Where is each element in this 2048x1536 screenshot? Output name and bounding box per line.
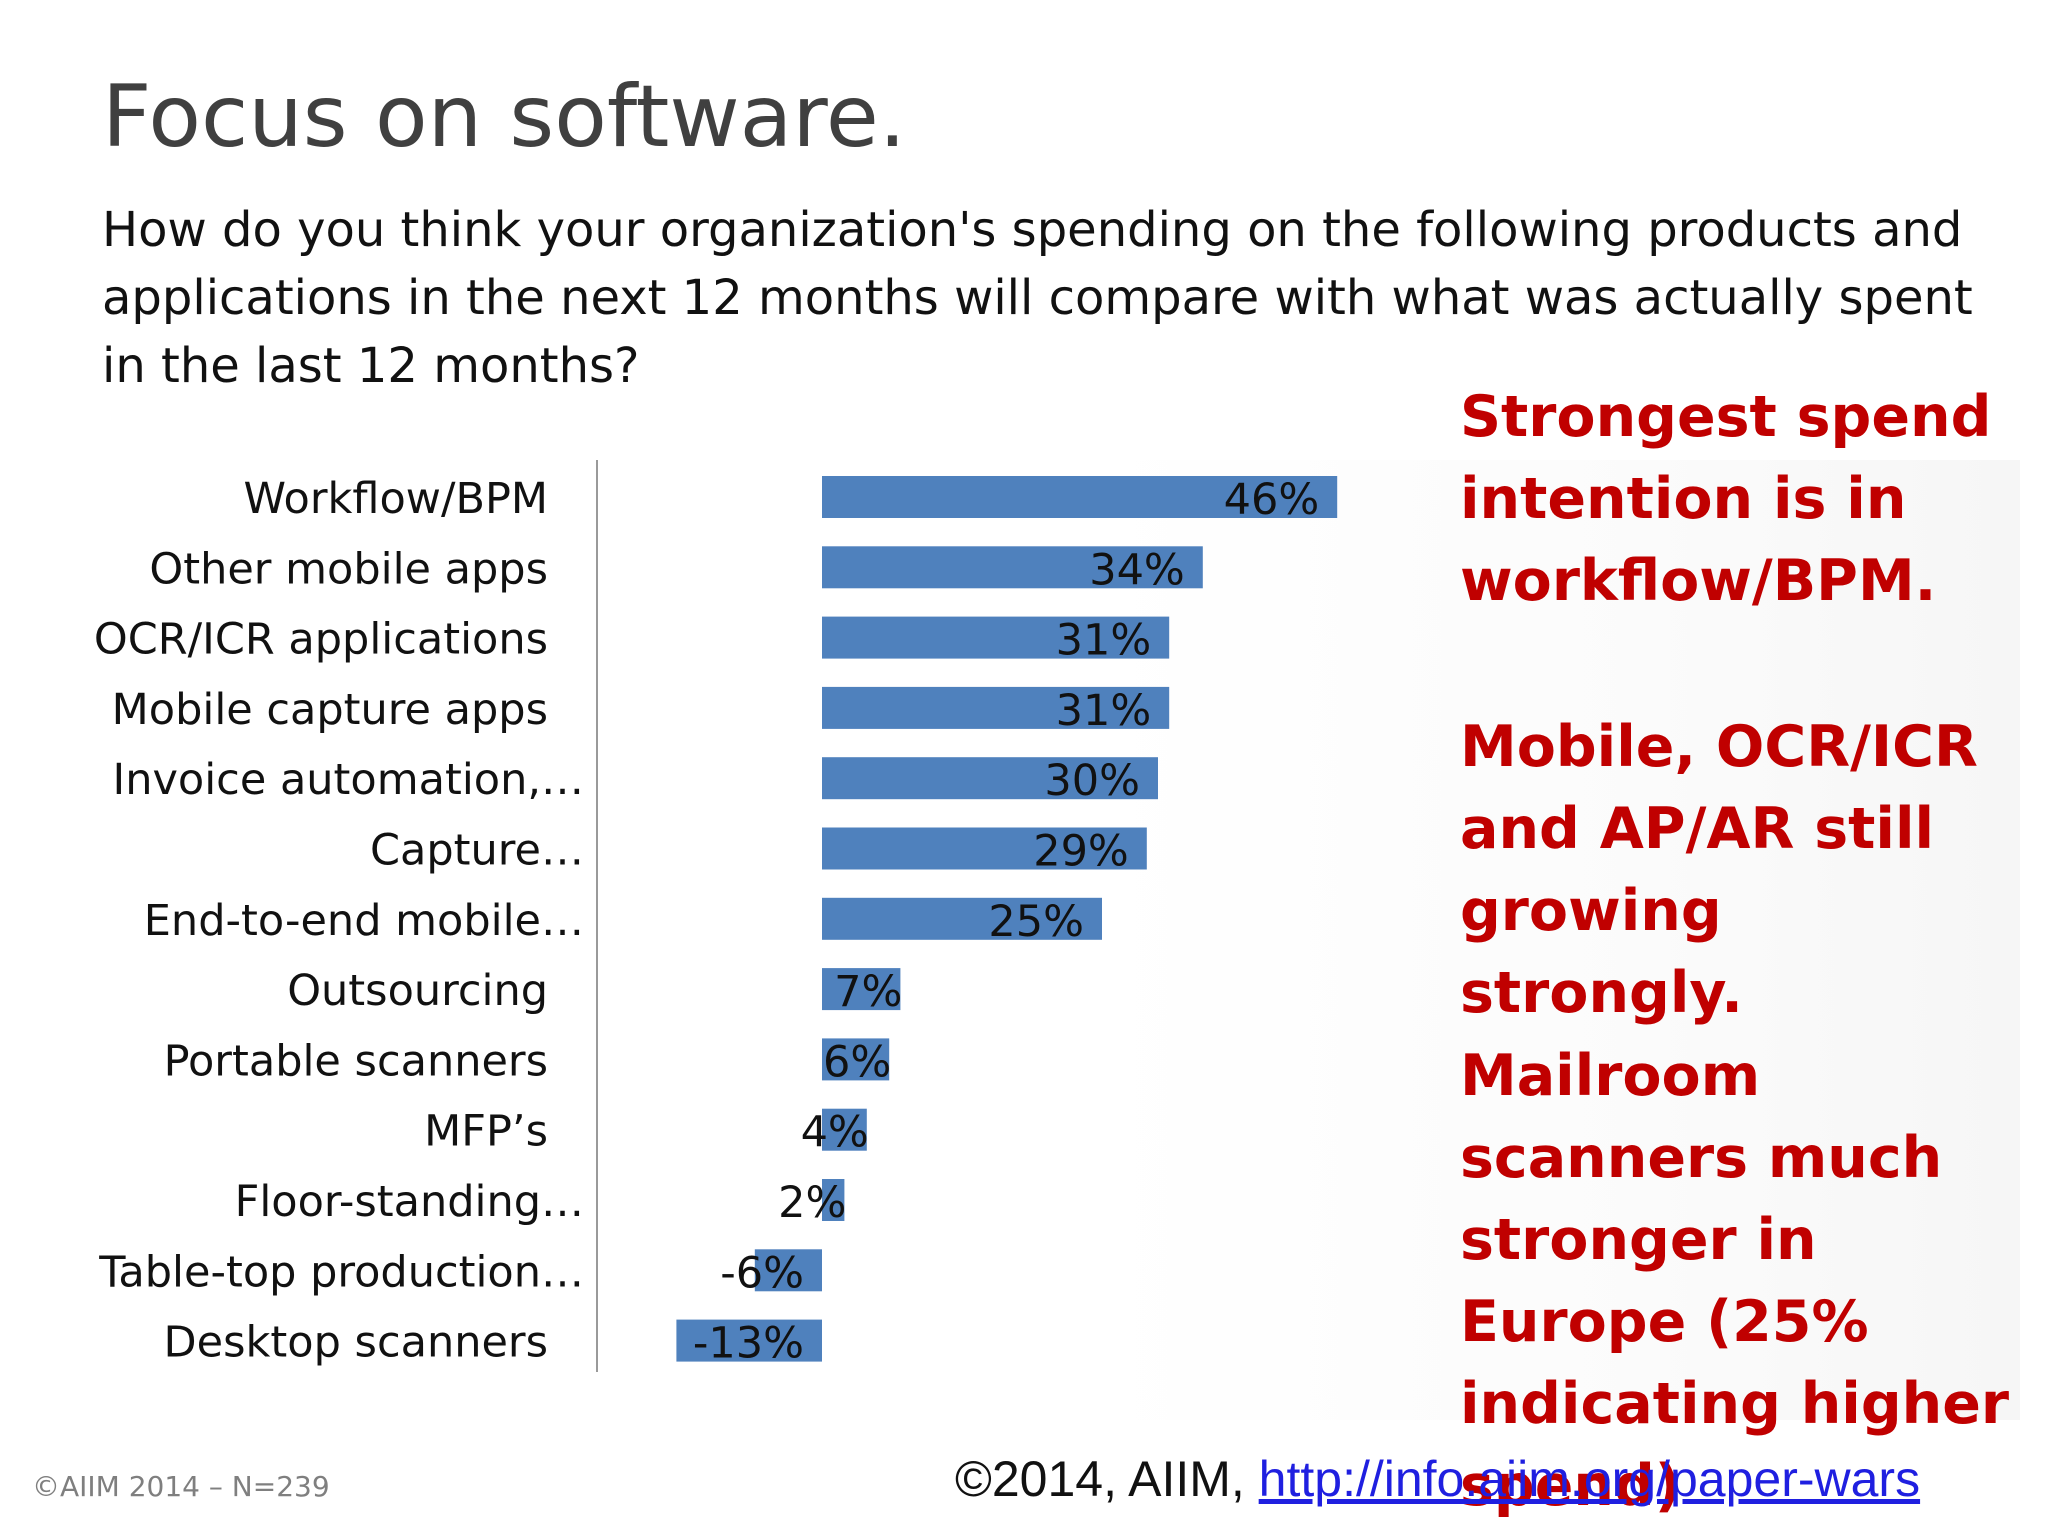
bar — [822, 1179, 845, 1221]
bar — [822, 546, 1203, 589]
bar — [676, 1319, 822, 1362]
bar — [822, 1038, 890, 1081]
data-label: 30% — [1044, 756, 1140, 806]
survey-question: How do you think your organization's spe… — [102, 202, 1973, 394]
category-label: Capture… — [370, 826, 584, 876]
category-label: Portable scanners — [164, 1036, 548, 1086]
data-label: 7% — [834, 967, 902, 1017]
category-label: Other mobile apps — [149, 544, 548, 594]
category-label: MFP’s — [424, 1107, 548, 1157]
footer-source-link[interactable]: http://info.aiim.org/paper-wars — [1258, 1451, 1921, 1507]
bar — [822, 897, 1102, 940]
data-label: 4% — [801, 1108, 869, 1158]
footer-copyright-sample: ©AIIM 2014 – N=239 — [32, 1470, 330, 1503]
category-label: Mobile capture apps — [112, 685, 548, 735]
data-label: 34% — [1089, 545, 1185, 595]
spending-bar-chart: Workflow/BPM 46% Other mobile apps 34% OCR/I… — [94, 460, 1338, 1372]
bar — [822, 616, 1170, 659]
category-label: Outsourcing — [287, 966, 548, 1016]
data-label: 25% — [988, 897, 1084, 947]
category-label: Table-top production… — [98, 1247, 584, 1297]
callout-background — [1100, 460, 2020, 1420]
bar — [822, 757, 1158, 800]
bar — [822, 1108, 867, 1151]
data-label: 6% — [823, 1037, 891, 1087]
data-label: 46% — [1224, 475, 1320, 525]
footer-source: ©2014, AIIM, http://info.aiim.org/paper-… — [955, 1450, 1920, 1508]
callout-mailroom: Mailroom scanners much stronger in Europ… — [1460, 1043, 2009, 1519]
bar — [822, 968, 901, 1011]
data-label: -6% — [720, 1248, 804, 1298]
category-label: Desktop scanners — [164, 1318, 548, 1368]
data-label: 31% — [1056, 616, 1152, 666]
footer-source-text: ©2014, AIIM, — [955, 1451, 1259, 1507]
data-label: 29% — [1033, 827, 1129, 877]
data-label: 31% — [1056, 686, 1152, 736]
bar — [822, 827, 1147, 870]
callout-mobile-ocr: Mobile, OCR/ICR and AP/AR still growing … — [1460, 714, 1978, 1026]
category-label: Workflow/BPM — [244, 474, 548, 524]
category-label: OCR/ICR applications — [94, 615, 548, 665]
bar — [822, 686, 1170, 729]
bar — [754, 1249, 822, 1292]
category-label: Floor-standing… — [235, 1177, 584, 1227]
category-label: End-to-end mobile… — [144, 896, 584, 946]
data-label: -13% — [693, 1319, 804, 1369]
callout-workflow: Strongest spend intention is in workflow… — [1460, 384, 1992, 614]
bar — [822, 476, 1338, 518]
data-label: 2% — [778, 1178, 846, 1228]
slide-title: Focus on software. — [102, 67, 907, 167]
category-label: Invoice automation,… — [113, 755, 584, 805]
